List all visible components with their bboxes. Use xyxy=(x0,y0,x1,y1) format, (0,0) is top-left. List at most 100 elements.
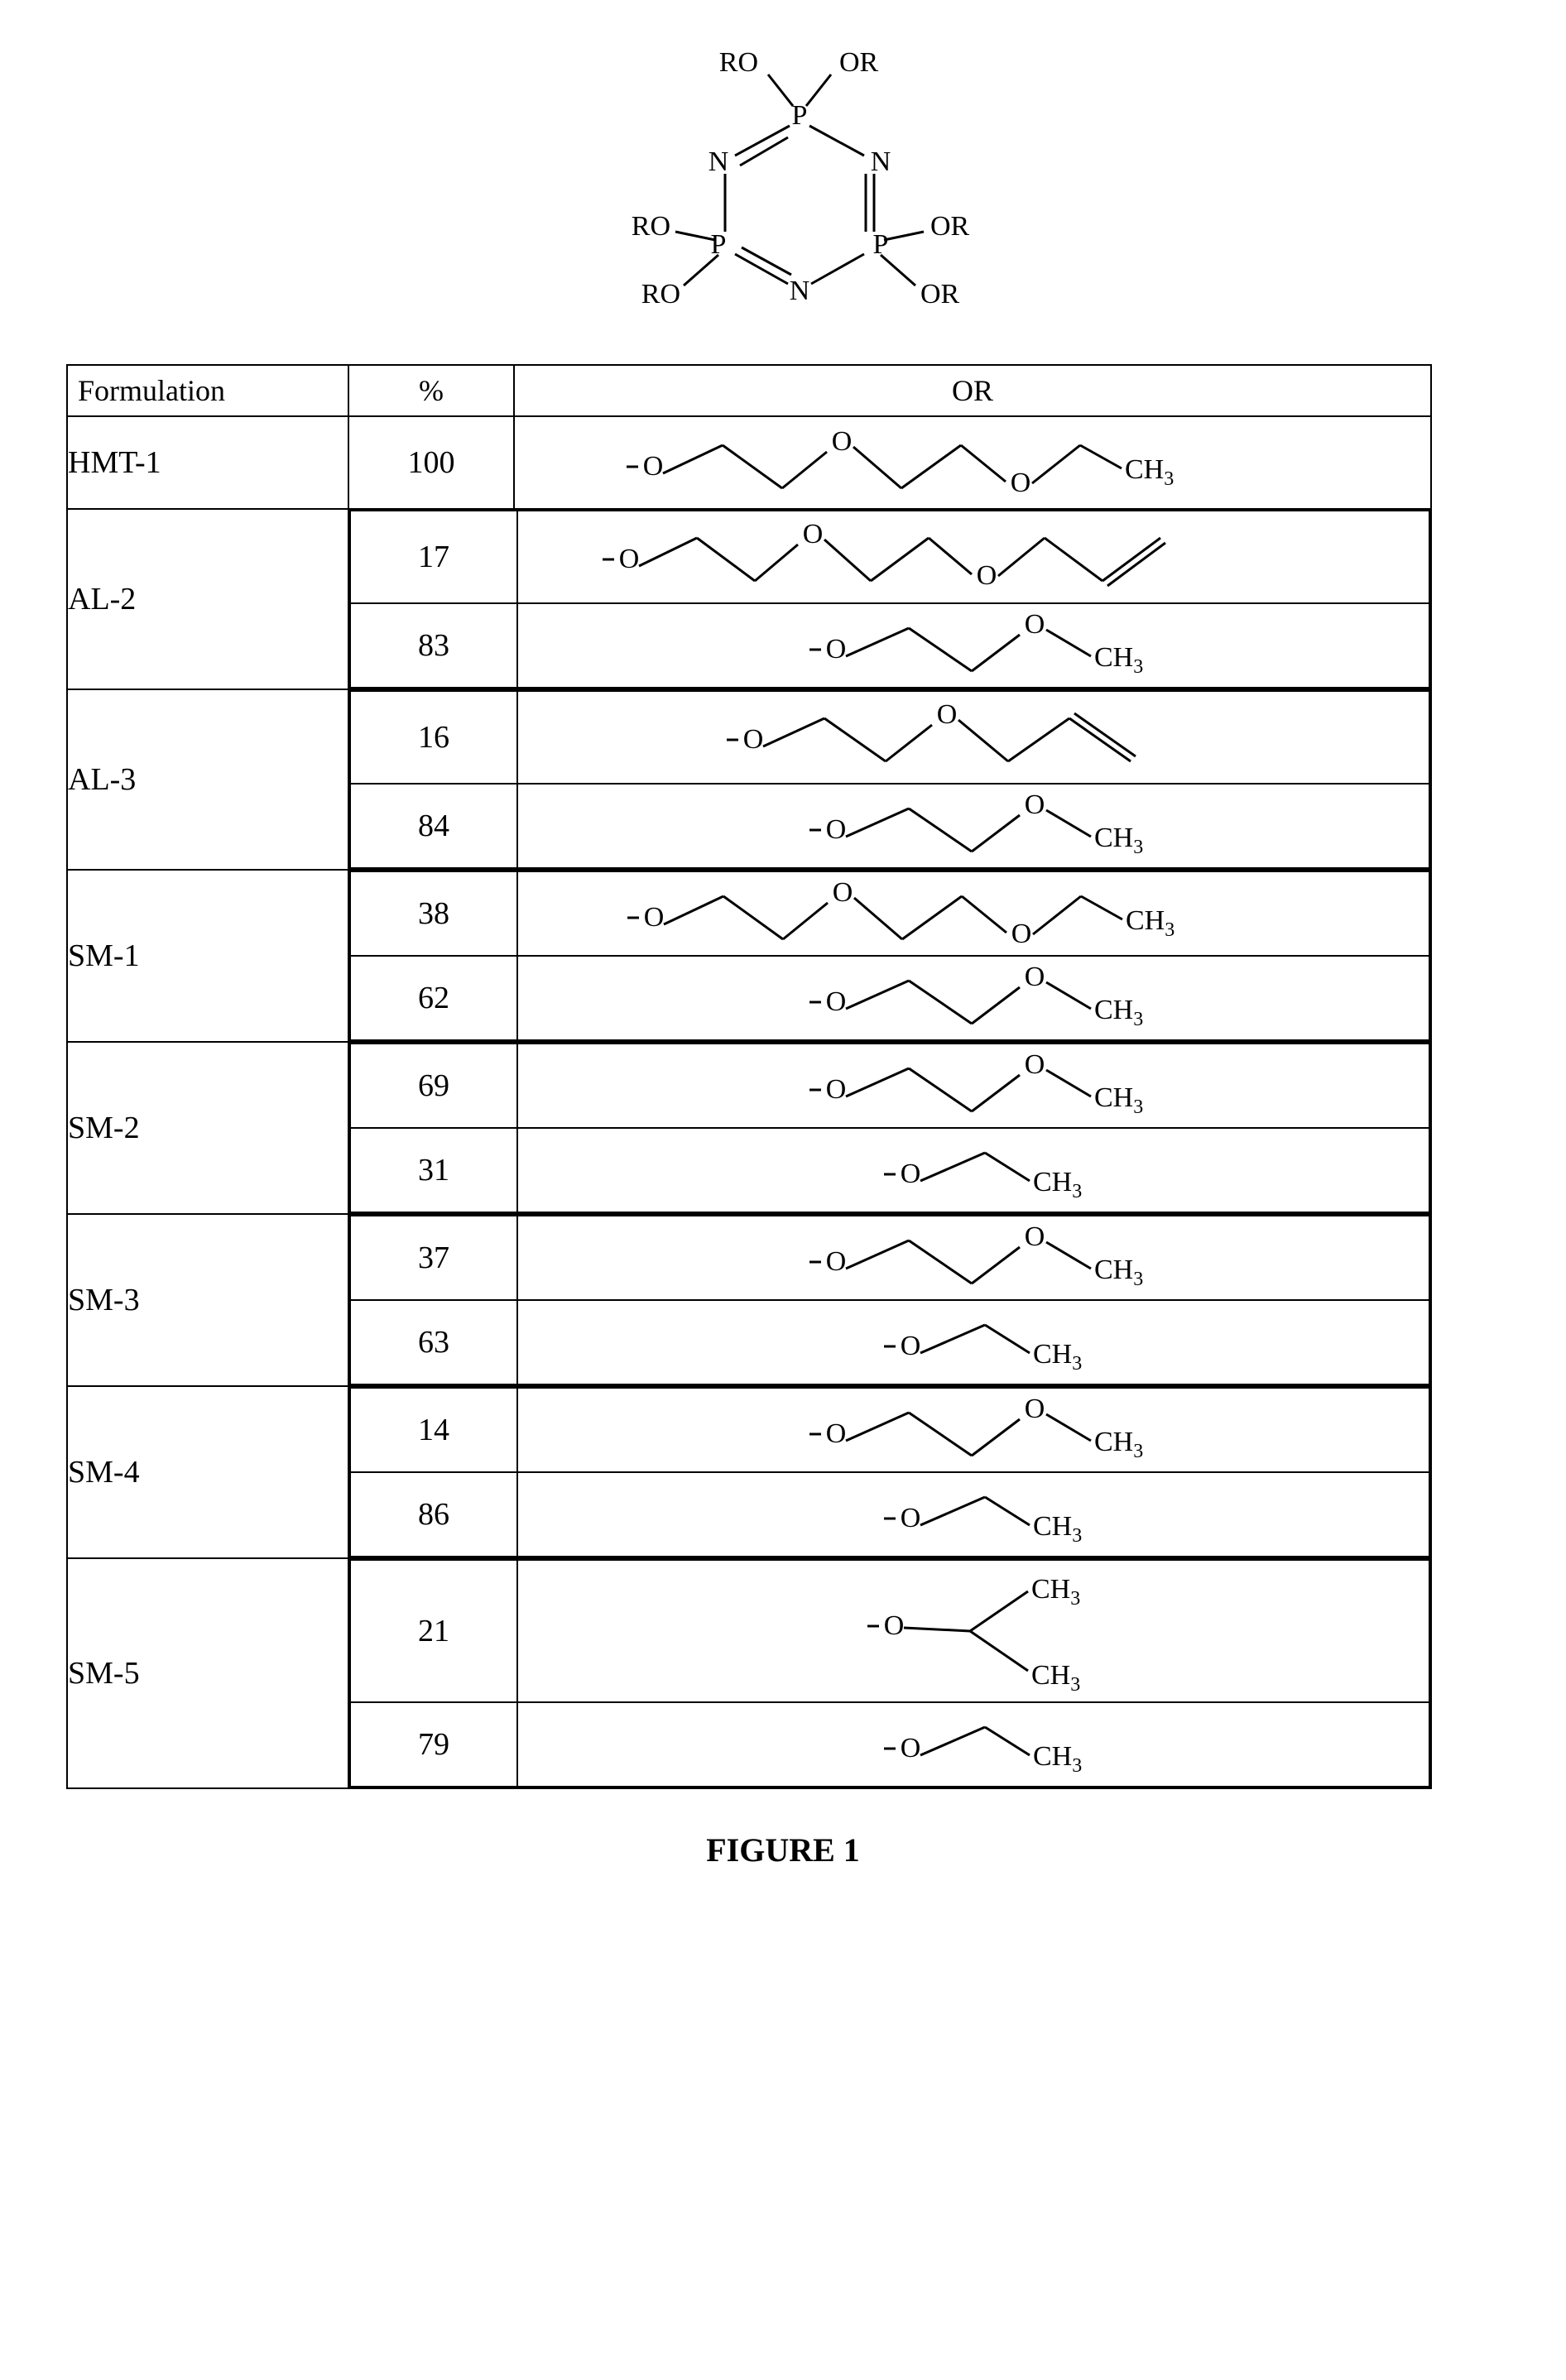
svg-text:O: O xyxy=(826,986,847,1017)
label-or: OR xyxy=(839,50,879,78)
components-cell: 16OO84OOCH3 xyxy=(348,689,1431,870)
structure-svg: OCH3 xyxy=(824,1301,1122,1384)
percent-value: 100 xyxy=(348,416,514,509)
formulation-name: SM-5 xyxy=(67,1558,348,1788)
components-cell: 14OOCH386OCH3 xyxy=(348,1386,1431,1558)
svg-text:O: O xyxy=(826,814,847,845)
table-row: SM-269OOCH331OCH3 xyxy=(67,1042,1431,1214)
svg-text:O: O xyxy=(643,451,664,482)
percent-value: 21 xyxy=(350,1560,517,1702)
structure-svg: O CH3 xyxy=(824,1703,1122,1786)
percent-value: 37 xyxy=(350,1216,517,1300)
svg-text:O: O xyxy=(977,560,997,591)
structure-svg: OO xyxy=(684,692,1263,783)
svg-text:O: O xyxy=(826,1418,847,1449)
label-ro: RO xyxy=(719,50,758,78)
formulation-name: SM-3 xyxy=(67,1214,348,1386)
svg-text:O: O xyxy=(1025,1049,1045,1080)
structure-svg: O CH3 xyxy=(824,1473,1122,1556)
svg-text:O: O xyxy=(1025,1221,1045,1252)
svg-text:CH3: CH3 xyxy=(1094,642,1143,678)
svg-text:O: O xyxy=(901,1733,921,1763)
percent-value: 17 xyxy=(350,511,517,603)
svg-text:CH3: CH3 xyxy=(1031,1660,1080,1696)
percent-value: 83 xyxy=(350,603,517,688)
percent-value: 84 xyxy=(350,784,517,868)
components-cell: 69OOCH331OCH3 xyxy=(348,1042,1431,1214)
percent-value: 62 xyxy=(350,956,517,1040)
svg-text:CH3: CH3 xyxy=(1094,823,1143,858)
components-cell: 37OOCH363OCH3 xyxy=(348,1214,1431,1386)
structure-svg: O O O xyxy=(576,511,1371,602)
atom-p: P xyxy=(711,229,727,260)
structure-cell: O CH3 xyxy=(517,1702,1429,1787)
structure-cell: O CH3 CH3 xyxy=(517,1560,1429,1702)
percent-value: 16 xyxy=(350,691,517,784)
atom-n: N xyxy=(709,146,729,177)
structure-svg: O O CH3 xyxy=(758,1389,1189,1471)
components-cell: 21OCH3CH379OCH3 xyxy=(348,1558,1431,1788)
svg-text:O: O xyxy=(1025,1394,1045,1424)
svg-text:O: O xyxy=(832,426,853,457)
formulation-name: SM-1 xyxy=(67,870,348,1042)
table-row: SM-414OOCH386OCH3 xyxy=(67,1386,1431,1558)
percent-value: 69 xyxy=(350,1044,517,1128)
svg-text:O: O xyxy=(884,1610,905,1641)
svg-text:O: O xyxy=(937,699,958,730)
svg-text:O: O xyxy=(1011,468,1031,498)
percent-value: 63 xyxy=(350,1300,517,1384)
atom-p: P xyxy=(873,229,889,260)
svg-text:O: O xyxy=(1025,609,1045,640)
table-header-row: Formulation % OR xyxy=(67,365,1431,416)
svg-text:O: O xyxy=(1025,789,1045,820)
svg-text:O: O xyxy=(901,1503,921,1533)
figure-page: P N P N P N RO OR OR OR RO RO Formulatio… xyxy=(66,50,1500,1869)
structure-svg: O O CH3 xyxy=(758,1216,1189,1299)
structure-svg: OOCH3 xyxy=(758,957,1189,1039)
svg-text:O: O xyxy=(619,544,640,574)
percent-value: 31 xyxy=(350,1128,517,1212)
structure-svg: OCH3 xyxy=(824,1129,1122,1212)
svg-text:CH3: CH3 xyxy=(1031,1574,1080,1610)
structure-svg: O O CH3 xyxy=(758,1044,1189,1127)
components-cell: 17OOO83OOCH3 xyxy=(348,509,1431,689)
svg-text:O: O xyxy=(826,1074,847,1105)
structure-cell: OCH3 xyxy=(517,1128,1429,1212)
atom-n: N xyxy=(790,276,810,306)
svg-text:CH3: CH3 xyxy=(1094,1082,1143,1118)
label-ro: RO xyxy=(641,279,680,309)
header-percent: % xyxy=(348,365,514,416)
structure-cell: OOCH3 xyxy=(517,603,1429,688)
header-or: OR xyxy=(514,365,1431,416)
atom-n: N xyxy=(871,146,891,177)
figure-caption: FIGURE 1 xyxy=(66,1831,1500,1869)
structure-cell: O O CH3 xyxy=(517,1044,1429,1128)
svg-text:O: O xyxy=(833,877,853,908)
percent-value: 86 xyxy=(350,1472,517,1557)
svg-text:CH3: CH3 xyxy=(1094,1427,1143,1462)
structure-cell: OOOCH3 xyxy=(514,416,1431,509)
header-formulation: Formulation xyxy=(67,365,348,416)
structure-cell: O O O xyxy=(517,511,1429,603)
svg-text:CH3: CH3 xyxy=(1094,995,1143,1030)
table-body: HMT-1100OOOCH3AL-217OOO83OOCH3AL-316OO84… xyxy=(67,416,1431,1788)
structure-svg: OOOCH3 xyxy=(593,872,1354,955)
structure-cell: OOCH3 xyxy=(517,956,1429,1040)
structure-cell: O O CH3 xyxy=(517,1216,1429,1300)
svg-text:CH3: CH3 xyxy=(1033,1511,1082,1547)
components-cell: 38OOOCH362OOCH3 xyxy=(348,870,1431,1042)
formulations-table: Formulation % OR HMT-1100OOOCH3AL-217OOO… xyxy=(66,364,1432,1789)
table-row: HMT-1100OOOCH3 xyxy=(67,416,1431,509)
svg-text:O: O xyxy=(803,519,824,549)
label-or: OR xyxy=(920,279,960,309)
svg-text:O: O xyxy=(826,1246,847,1277)
svg-text:CH3: CH3 xyxy=(1033,1741,1082,1777)
svg-text:CH3: CH3 xyxy=(1094,1255,1143,1290)
structure-svg: OOCH3 xyxy=(758,604,1189,687)
table-row: SM-337OOCH363OCH3 xyxy=(67,1214,1431,1386)
svg-text:CH3: CH3 xyxy=(1126,905,1174,941)
structure-cell: O O CH3 xyxy=(517,784,1429,868)
svg-text:CH3: CH3 xyxy=(1033,1339,1082,1375)
structure-svg: OOOCH3 xyxy=(592,421,1353,504)
svg-text:O: O xyxy=(644,902,665,933)
